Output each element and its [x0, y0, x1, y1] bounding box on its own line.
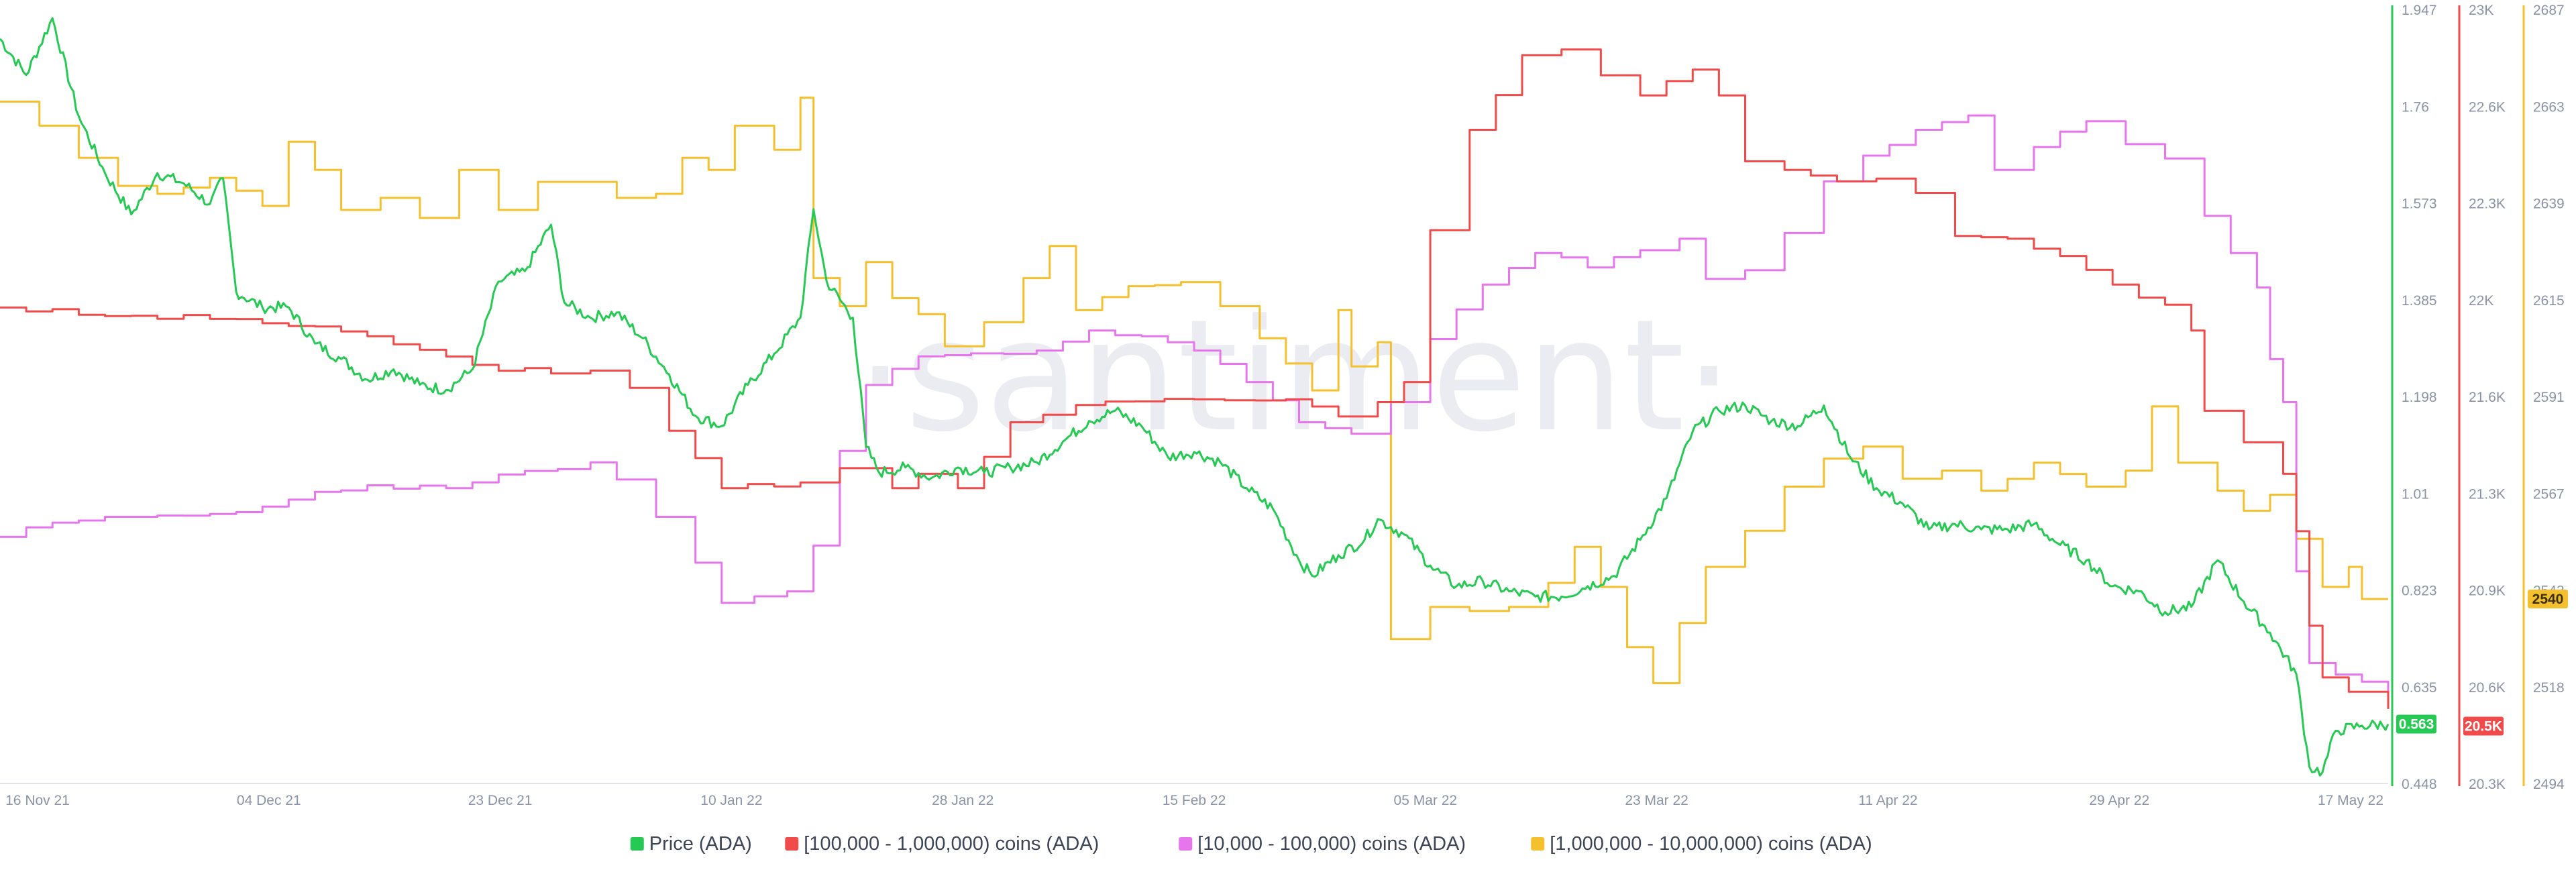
- legend-label-2: [10,000 - 100,000) coins (ADA): [1197, 833, 1466, 855]
- legend-swatch-2: [1179, 837, 1193, 851]
- y-tick-label-price-6: 0.823: [2402, 584, 2437, 599]
- y-axes: 1.9471.761.5731.3851.1981.010.8230.6350.…: [2391, 3, 2565, 792]
- legend-swatch-3: [1531, 837, 1545, 851]
- y-tick-label-whales1m-4: 2591: [2533, 390, 2565, 405]
- y-tick-label-price-5: 1.01: [2402, 486, 2429, 502]
- y-tick-label-whales100k-3: 22K: [2469, 293, 2493, 309]
- series-line-2: [0, 114, 2390, 692]
- y-tick-label-whales1m-7: 2518: [2533, 680, 2565, 696]
- y-tick-label-whales1m-1: 2663: [2533, 99, 2565, 115]
- y-tick-label-price-3: 1.385: [2402, 293, 2437, 309]
- x-tick-label-4: 28 Jan 22: [932, 793, 994, 808]
- x-tick-label-3: 10 Jan 22: [700, 793, 762, 808]
- y-tick-label-price-1: 1.76: [2402, 99, 2429, 115]
- y-tick-label-whales100k-7: 20.6K: [2469, 680, 2506, 696]
- legend-label-0: Price (ADA): [649, 833, 752, 855]
- series-line-1: [0, 48, 2390, 709]
- y-tick-label-price-7: 0.635: [2402, 680, 2437, 696]
- y-tick-label-whales100k-5: 21.3K: [2469, 486, 2506, 502]
- santiment-watermark: ·santiment·: [856, 287, 1733, 466]
- y-tick-label-price-0: 1.947: [2402, 3, 2437, 18]
- y-tick-label-price-4: 1.198: [2402, 390, 2437, 405]
- y-tick-label-whales1m-0: 2687: [2533, 3, 2565, 18]
- legend-swatch-1: [785, 837, 799, 851]
- current-value-badge-price: [2396, 714, 2436, 734]
- x-tick-label-10: 17 May 22: [2318, 793, 2383, 808]
- x-tick-label-6: 05 Mar 22: [1394, 793, 1458, 808]
- x-tick-label-9: 29 Apr 22: [2089, 793, 2149, 808]
- y-tick-label-whales100k-8: 20.3K: [2469, 777, 2506, 792]
- current-value-label-whales1m: 2540: [2532, 592, 2564, 607]
- y-tick-label-whales100k-6: 20.9K: [2469, 584, 2506, 599]
- legend-swatch-0: [630, 837, 644, 851]
- series-line-3: [0, 97, 2388, 684]
- x-axis: 16 Nov 21 04 Dec 21 23 Dec 21 10 Jan 22 28 J…: [5, 793, 2383, 808]
- current-value-label-price: 0.563: [2399, 716, 2434, 732]
- current-value-badge-whales100k: [2463, 716, 2504, 736]
- current-value-badge-whales1m: [2528, 589, 2568, 608]
- x-tick-label-0: 16 Nov 21: [5, 793, 70, 808]
- y-tick-label-whales100k-0: 23K: [2469, 3, 2493, 18]
- current-value-badges: 0.563 20.5K 2540: [2396, 589, 2568, 736]
- x-tick-label-2: 23 Dec 21: [468, 793, 533, 808]
- legend-label-1: [100,000 - 1,000,000) coins (ADA): [804, 833, 1099, 855]
- y-tick-label-whales100k-1: 22.6K: [2469, 99, 2506, 115]
- x-tick-label-1: 04 Dec 21: [237, 793, 301, 808]
- y-tick-label-price-8: 0.448: [2402, 777, 2437, 792]
- y-tick-label-whales1m-5: 2567: [2533, 486, 2565, 502]
- series-layer: [0, 17, 2390, 777]
- y-tick-label-whales1m-3: 2615: [2533, 293, 2565, 309]
- legend-label-3: [1,000,000 - 10,000,000) coins (ADA): [1550, 833, 1872, 855]
- y-tick-label-price-2: 1.573: [2402, 197, 2437, 212]
- y-tick-label-whales1m-2: 2639: [2533, 197, 2565, 212]
- legend: Price (ADA) [100,000 - 1,000,000) coins (…: [630, 833, 1872, 855]
- y-tick-label-whales100k-4: 21.6K: [2469, 390, 2506, 405]
- x-tick-label-8: 11 Apr 22: [1858, 793, 1917, 808]
- series-line-0: [0, 17, 2390, 777]
- x-tick-label-5: 15 Feb 22: [1163, 793, 1226, 808]
- y-tick-label-whales1m-8: 2494: [2533, 777, 2565, 792]
- y-tick-label-whales100k-2: 22.3K: [2469, 197, 2506, 212]
- current-value-label-whales100k: 20.5K: [2465, 719, 2502, 734]
- x-tick-label-7: 23 Mar 22: [1625, 793, 1688, 808]
